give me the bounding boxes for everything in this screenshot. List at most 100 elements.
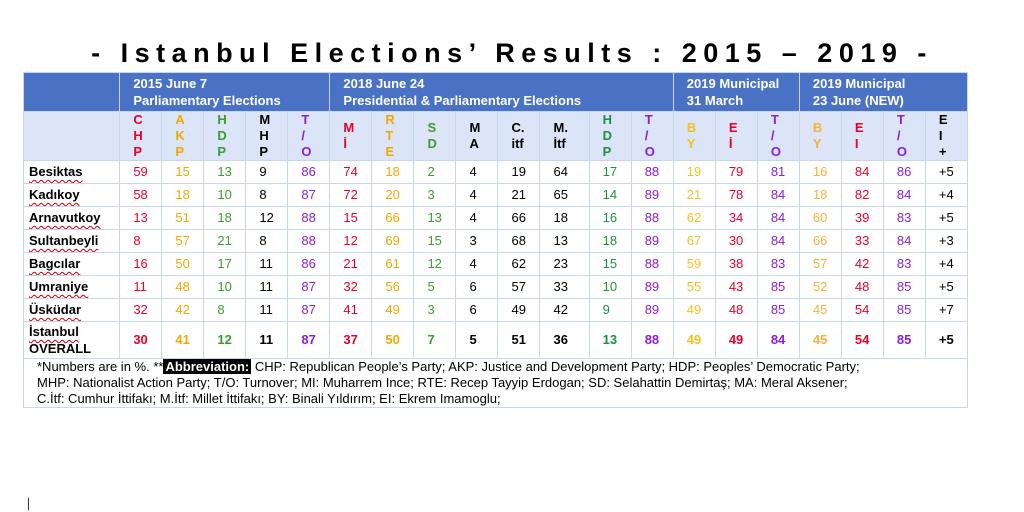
table-cell: +4	[924, 183, 969, 207]
table-cell: 86	[882, 160, 926, 184]
table-cell: 18	[371, 160, 415, 184]
abbr-letter: T	[770, 112, 779, 128]
table-cell: 38	[714, 252, 758, 276]
table-cell: 10	[203, 275, 247, 299]
table-cell: 85	[756, 298, 800, 322]
table-cell: 13	[119, 206, 163, 230]
table-cell: 30	[714, 229, 758, 253]
header-2015-date: 2015 June 7	[133, 76, 208, 91]
group-header-row: 2015 June 7 Parliamentary Elections 2018…	[22, 72, 969, 112]
table-cell: 55	[672, 275, 716, 299]
overall-cell: 41	[161, 321, 205, 359]
abbreviation-label: Abbreviation:	[163, 359, 252, 374]
header-2015: 2015 June 7 Parliamentary Elections	[119, 72, 331, 112]
footnote-line-3: C.İtf: Cumhur İttifakı; M.İtf: Millet İt…	[37, 391, 501, 406]
abbr-letter: İ	[343, 136, 348, 151]
overall-cell: 87	[287, 321, 331, 359]
table-cell: 67	[672, 229, 716, 253]
page-title: - Istanbul Elections’ Results : 2015 – 2…	[91, 38, 933, 68]
table-cell: 84	[756, 229, 800, 253]
text-cursor	[28, 498, 29, 510]
table-cell: 66	[798, 229, 842, 253]
table-cell: 15	[413, 229, 457, 253]
overall-cell: 37	[329, 321, 373, 359]
district-name: Sultanbeyli	[22, 229, 121, 253]
table-cell: 23	[539, 252, 590, 276]
table-cell: 84	[840, 160, 884, 184]
overall-cell: 13	[588, 321, 632, 359]
overall-name-line-2: OVERALL	[29, 341, 92, 356]
table-cell: 56	[371, 275, 415, 299]
header-2018-type: Presidential & Parliamentary Elections	[343, 93, 582, 108]
overall-cell: 54	[840, 321, 884, 359]
header-2019-march-date: 31 March	[686, 93, 744, 108]
table-cell: 4	[455, 252, 499, 276]
district-name: Kadıkoy	[22, 183, 121, 207]
column-abbr-12: T / O	[630, 111, 674, 161]
abbr-letter: O	[644, 144, 655, 159]
abbr-letter: D	[427, 136, 437, 151]
table-cell: 89	[630, 183, 674, 207]
overall-name: İstanbul OVERALL	[22, 321, 121, 359]
table-cell: 15	[161, 160, 205, 184]
table-cell: 8	[119, 229, 163, 253]
table-cell: 6	[455, 298, 499, 322]
table-cell: 21	[672, 183, 716, 207]
abbr-letter: R	[385, 112, 395, 128]
table-cell: 12	[413, 252, 457, 276]
overall-cell: 11	[245, 321, 289, 359]
table-cell: 12	[329, 229, 373, 253]
table-cell: 19	[672, 160, 716, 184]
table-cell: 10	[203, 183, 247, 207]
table-cell: 66	[371, 206, 415, 230]
table-cell: 48	[161, 275, 205, 299]
table-cell: 88	[630, 206, 674, 230]
abbr-letter: +	[938, 144, 947, 159]
table-cell: 16	[119, 252, 163, 276]
abbr-blank	[22, 111, 121, 161]
district-name: Bagcılar	[22, 252, 121, 276]
header-2018: 2018 June 24 Presidential & Parliamentar…	[329, 72, 674, 112]
abbr-letter: C	[133, 112, 143, 128]
column-abbr-9: C. itf	[497, 111, 541, 161]
table-cell: 11	[245, 252, 289, 276]
table-cell: 57	[798, 252, 842, 276]
abbr-letter: M	[259, 112, 271, 128]
abbr-letter: A	[469, 136, 479, 151]
table-cell: +5	[924, 206, 969, 230]
table-cell: 11	[119, 275, 163, 299]
abbr-letter: O	[301, 144, 312, 159]
abbr-letter: I	[854, 136, 859, 151]
table-cell: 11	[245, 275, 289, 299]
table-cell: 8	[203, 298, 247, 322]
abbr-letter: P	[217, 144, 227, 159]
abbr-letter: D	[217, 128, 227, 143]
table-cell: 16	[588, 206, 632, 230]
table-row: Bagcılar 16 50 17 11 86 21 61 12 4 62 23 15 88 59 38 83 5…	[22, 252, 969, 276]
table-cell: 2	[413, 160, 457, 184]
table-cell: 17	[588, 160, 632, 184]
table-row: Arnavutkoy 13 51 18 12 88 15 66 13 4 66 18 16 88 62 34 8…	[22, 206, 969, 230]
table-cell: 62	[672, 206, 716, 230]
table-cell: 83	[882, 252, 926, 276]
table-cell: 3	[455, 229, 499, 253]
table-cell: 41	[329, 298, 373, 322]
abbr-letter: /	[301, 128, 306, 143]
table-cell: 89	[630, 275, 674, 299]
overall-cell: 51	[497, 321, 541, 359]
header-blank	[22, 72, 121, 112]
abbr-letter: C.	[511, 120, 525, 135]
table-cell: 49	[371, 298, 415, 322]
table-cell: 64	[539, 160, 590, 184]
table-cell: 59	[119, 160, 163, 184]
abbr-letter: K	[175, 128, 185, 143]
abbr-letter: E	[385, 144, 395, 159]
abbr-letter: T	[301, 112, 310, 128]
overall-cell: 45	[798, 321, 842, 359]
abbr-letter: P	[175, 144, 185, 159]
overall-cell: 7	[413, 321, 457, 359]
